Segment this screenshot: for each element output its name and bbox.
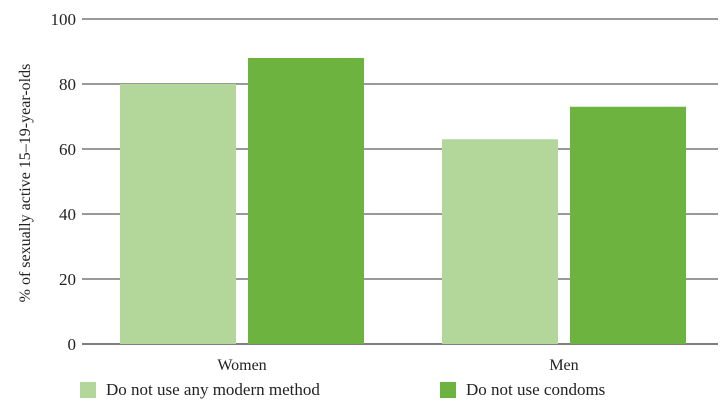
legend-item-condoms: Do not use condoms	[440, 380, 605, 400]
y-tick-label: 80	[59, 75, 76, 94]
y-tick-label: 20	[59, 270, 76, 289]
category-label: Women	[217, 357, 266, 374]
y-axis-label: % of sexually active 15–19-year-olds	[17, 64, 34, 303]
bar-men-series-0	[442, 139, 558, 344]
legend: Do not use any modern method Do not use …	[0, 380, 725, 402]
legend-swatch	[80, 382, 96, 398]
bar-women-series-1	[248, 58, 364, 344]
category-label: Men	[549, 357, 578, 374]
category-labels: Women Men	[217, 357, 578, 374]
bar-women-series-0	[120, 84, 236, 344]
legend-swatch	[440, 382, 456, 398]
legend-label: Do not use any modern method	[106, 380, 320, 399]
legend-label: Do not use condoms	[466, 380, 606, 399]
legend-item-modern-method: Do not use any modern method	[80, 380, 320, 400]
y-tick-labels: 0 20 40 60 80 100	[51, 10, 77, 354]
y-tick-label: 0	[68, 335, 77, 354]
bar-men-series-1	[570, 106, 686, 344]
bars	[120, 58, 686, 344]
y-tick-label: 100	[51, 10, 77, 29]
y-tick-label: 40	[59, 205, 76, 224]
y-tick-label: 60	[59, 140, 76, 159]
